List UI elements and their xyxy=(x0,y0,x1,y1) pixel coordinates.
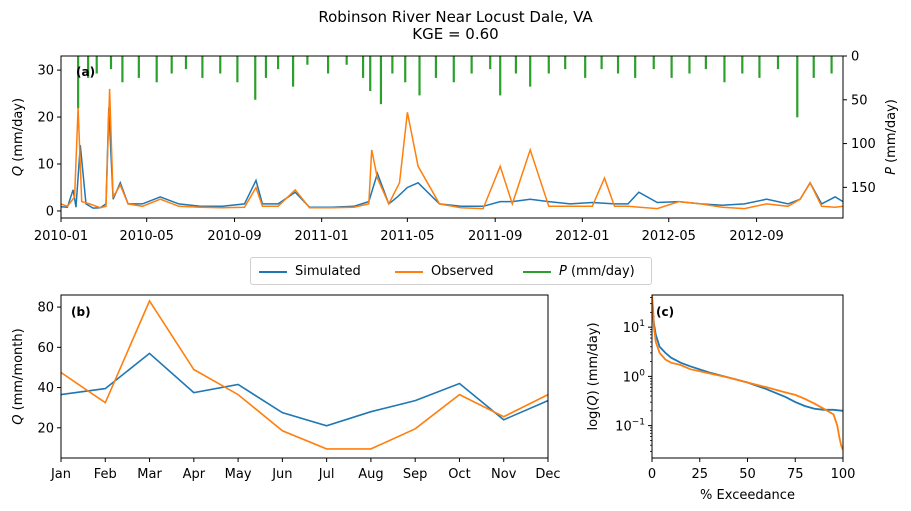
x-tick-label: 2012-05 xyxy=(642,229,696,244)
y2-tick-label: 0 xyxy=(851,50,859,65)
y-tick-exponent: −1 xyxy=(632,418,645,428)
x-tick-label-month: Oct xyxy=(448,467,470,482)
y-axis-label-logq-part-0: log( xyxy=(586,406,601,431)
x-tick-label-month: Aug xyxy=(358,467,383,482)
x-tick-label: 25 xyxy=(691,467,708,482)
x-tick-label: 2011-01 xyxy=(295,229,349,244)
x-tick-label: 2012-09 xyxy=(729,229,783,244)
y-tick-label: 20 xyxy=(37,421,54,436)
x-tick-label-month: Feb xyxy=(94,467,117,482)
y-tick-base: 10 xyxy=(623,321,640,336)
legend-swatch-simulated xyxy=(259,271,287,273)
y-axis-label-logq-part-2: ) (mm/day) xyxy=(586,322,601,395)
y-tick-base: 10 xyxy=(615,420,632,435)
y2-tick-label: 150 xyxy=(851,181,876,196)
y-axis-label-logq-part-1: Q xyxy=(586,395,601,405)
x-tick-label: 2010-09 xyxy=(207,229,261,244)
x-tick-label: 2011-05 xyxy=(380,229,434,244)
panel-b-label: (b) xyxy=(71,305,91,319)
x-tick-label: 100 xyxy=(831,467,856,482)
legend-label-precip: P (mm/day) xyxy=(559,264,635,279)
chart-subtitle-kge: KGE = 0.60 xyxy=(412,25,499,43)
y-axis-label-monthly-part-0: Q xyxy=(11,414,26,424)
x-tick-label-month: Nov xyxy=(491,467,517,482)
y-tick-label: 60 xyxy=(37,341,54,356)
x-tick-label: 75 xyxy=(787,467,804,482)
series-observed-line xyxy=(60,88,844,210)
y2-tick-label: 100 xyxy=(851,137,876,152)
x-tick-label-month: May xyxy=(225,467,252,482)
x-tick-label-month: Sep xyxy=(403,467,428,482)
panel-a-frame xyxy=(60,55,844,219)
panel-b-frame xyxy=(60,294,549,459)
y-axis-label-logq: log(Q) (mm/day) xyxy=(586,322,601,430)
y2-axis-label-p-part-0: P xyxy=(884,167,899,175)
y-axis-label-q: Q (mm/day) xyxy=(11,98,26,176)
x-tick-label: 50 xyxy=(739,467,756,482)
legend-label-simulated: Simulated xyxy=(295,264,361,279)
x-tick-label-month: Jan xyxy=(50,467,71,482)
legend-swatch-observed xyxy=(395,271,423,273)
panel-a-label: (a) xyxy=(76,65,95,79)
chart-title: Robinson River Near Locust Dale, VA xyxy=(318,8,593,26)
x-tick-label: 0 xyxy=(648,467,656,482)
y-tick-exponent: 1 xyxy=(639,319,645,329)
legend-swatch-precip xyxy=(523,271,551,273)
y-tick-label: 10 xyxy=(37,158,54,173)
y2-axis-label-p: P (mm/day) xyxy=(884,99,899,175)
x-tick-label-month: Jun xyxy=(271,467,292,482)
x-tick-label: 2011-09 xyxy=(468,229,522,244)
x-tick-label: 2012-01 xyxy=(555,229,609,244)
y-tick-label: 30 xyxy=(37,64,54,79)
series-simulated-line xyxy=(60,107,844,209)
x-tick-label-month: Dec xyxy=(535,467,560,482)
legend-label-observed: Observed xyxy=(431,264,494,279)
y2-axis-label-p-part-1: (mm/day) xyxy=(884,99,899,167)
fdc-simulated-line xyxy=(652,297,843,412)
y-tick-label: 40 xyxy=(37,381,54,396)
y-tick-label-log: 100 xyxy=(623,368,646,385)
y-tick-base: 10 xyxy=(623,370,640,385)
y-axis-label-q-part-0: Q xyxy=(11,166,26,176)
x-tick-label: 2010-05 xyxy=(120,229,174,244)
y-tick-exponent: 0 xyxy=(639,368,645,378)
panel-c-label: (c) xyxy=(656,305,674,319)
y-tick-label: 20 xyxy=(37,111,54,126)
monthly-simulated-line xyxy=(60,352,549,427)
legend-precip-var: P xyxy=(559,264,567,279)
legend: Simulated Observed P (mm/day) xyxy=(250,257,652,285)
x-tick-label-month: Jul xyxy=(318,467,335,482)
y-tick-label-log: 101 xyxy=(623,319,645,336)
x-tick-label: 2010-01 xyxy=(34,229,88,244)
y-axis-label-monthly: Q (mm/month) xyxy=(11,328,26,424)
y-tick-label: 80 xyxy=(37,301,54,316)
y-tick-label: 0 xyxy=(46,204,54,219)
y-axis-label-monthly-part-1: (mm/month) xyxy=(11,328,26,414)
panel-c-frame xyxy=(651,294,844,459)
y2-tick-label: 50 xyxy=(851,93,868,108)
monthly-observed-line xyxy=(60,299,549,450)
y-axis-label-q-part-1: (mm/day) xyxy=(11,98,26,166)
x-axis-label-exceedance: % Exceedance xyxy=(700,488,795,503)
fdc-observed-line xyxy=(652,295,843,451)
x-tick-label-month: Mar xyxy=(137,467,162,482)
y-tick-label-log: 10−1 xyxy=(615,418,645,435)
legend-precip-unit: (mm/day) xyxy=(566,264,635,279)
x-tick-label-month: Apr xyxy=(183,467,206,482)
